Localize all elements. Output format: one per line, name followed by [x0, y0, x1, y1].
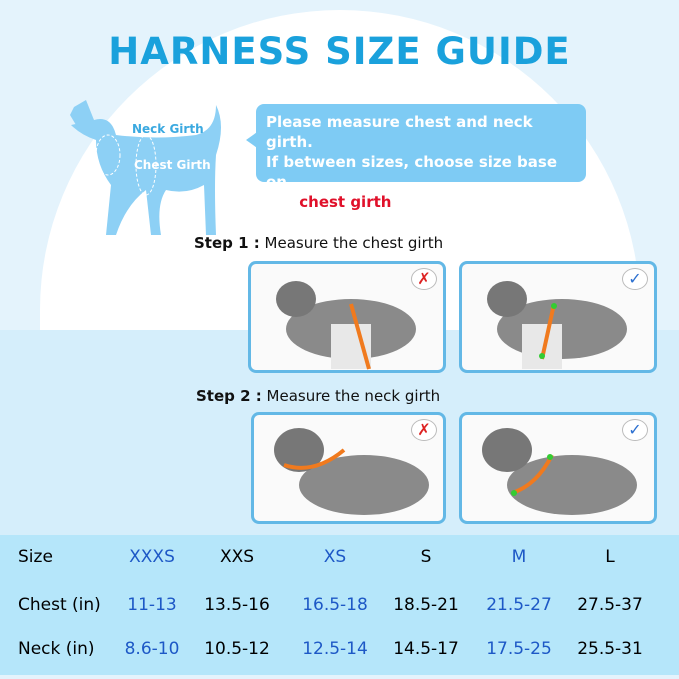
- instruction-bubble: Please measure chest and neck girth. If …: [246, 104, 586, 211]
- x-mark-icon: ✗: [411, 419, 437, 441]
- chest-correct-photo: ✓: [459, 261, 657, 373]
- chest-girth-label: Chest Girth: [134, 158, 211, 172]
- sizes-cell: S: [420, 547, 432, 567]
- sizes-cell: L: [605, 547, 615, 567]
- chest-wrong-photo: ✗: [248, 261, 446, 373]
- sizes-cell: M: [511, 547, 527, 567]
- note-line: If between sizes, choose size base on: [266, 153, 557, 191]
- row-header: Chest (in): [18, 595, 101, 615]
- chest-cell: 27.5-37: [577, 595, 643, 615]
- check-mark-icon: ✓: [622, 268, 648, 290]
- chest-row: Chest (in) 11-13 13.5-16 16.5-18 18.5-21 21.5…: [0, 595, 679, 619]
- sizes-cell: XXS: [219, 547, 255, 567]
- sizes-cell: XXXS: [129, 547, 175, 567]
- neck-row: Neck (in) 8.6-10 10.5-12 12.5-14 14.5-17 17.5…: [0, 639, 679, 663]
- dog-photo-icon: [482, 428, 637, 515]
- neck-girth-label: Neck Girth: [132, 122, 204, 136]
- dog-photo-icon: [274, 428, 429, 515]
- neck-cell: 10.5-12: [204, 639, 270, 659]
- size-row: Size XXXS XXS XS S M L: [0, 547, 679, 571]
- neck-wrong-photo: ✗: [251, 412, 446, 524]
- neck-correct-photo: ✓: [459, 412, 657, 524]
- chest-cell: 11-13: [127, 595, 177, 615]
- neck-cell: 25.5-31: [577, 639, 643, 659]
- dog-photo-icon: [276, 281, 416, 370]
- note-text: the: [266, 193, 300, 211]
- check-mark-icon: ✓: [622, 419, 648, 441]
- x-mark-icon: ✗: [411, 268, 437, 290]
- dog-photo-icon: [487, 281, 627, 369]
- dog-silhouette-icon: [70, 100, 221, 235]
- page-title: HARNESS SIZE GUIDE: [108, 30, 571, 73]
- chest-cell: 21.5-27: [486, 595, 552, 615]
- step-1-heading: Step 1 : Measure the chest girth: [194, 234, 444, 252]
- neck-cell: 12.5-14: [302, 639, 368, 659]
- row-header: Neck (in): [18, 639, 95, 659]
- step-2-heading: Step 2 : Measure the neck girth: [196, 387, 441, 405]
- chest-girth-highlight: chest girth: [299, 193, 392, 211]
- chest-cell: 16.5-18: [302, 595, 368, 615]
- sizes-cell: XS: [323, 547, 347, 567]
- chest-cell: 18.5-21: [393, 595, 459, 615]
- neck-cell: 8.6-10: [124, 639, 180, 659]
- row-header: Size: [18, 547, 53, 567]
- note-text: .: [391, 193, 398, 211]
- note-line: Please measure chest and neck girth.: [266, 113, 533, 151]
- chest-cell: 13.5-16: [204, 595, 270, 615]
- neck-cell: 17.5-25: [486, 639, 552, 659]
- size-table: Size XXXS XXS XS S M L Chest (in) 11-13 13.5-16 1…: [0, 535, 679, 675]
- neck-cell: 14.5-17: [393, 639, 459, 659]
